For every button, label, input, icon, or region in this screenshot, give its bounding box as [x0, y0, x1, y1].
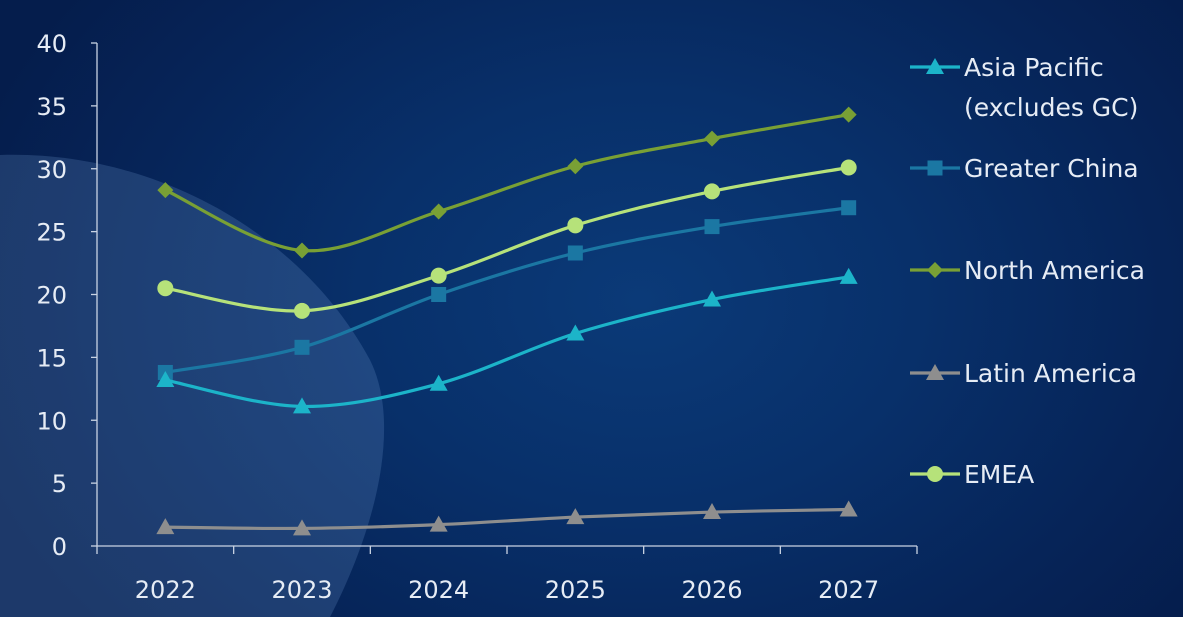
legend-marker-icon [926, 364, 944, 380]
data-point [293, 397, 311, 414]
legend-marker-icon [927, 160, 943, 176]
data-point [703, 503, 721, 520]
y-tick-label: 20 [36, 282, 67, 310]
legend-item: Asia Pacific (excludes GC) [910, 53, 1138, 122]
data-point [566, 324, 585, 341]
data-point [566, 508, 585, 525]
data-point [840, 106, 857, 123]
y-tick-label: 10 [36, 407, 67, 435]
series-asia-pacific-excludes-gc- [156, 267, 858, 414]
series-line [164, 113, 849, 253]
data-point [840, 159, 857, 176]
y-tick-label: 5 [52, 470, 67, 498]
x-tick-label: 2022 [135, 576, 196, 604]
x-tick-label: 2025 [545, 576, 606, 604]
data-point [429, 515, 448, 532]
data-point [157, 280, 174, 297]
data-point [430, 267, 447, 284]
legend-item: EMEA [910, 460, 1034, 489]
x-tick-label: 2026 [681, 576, 742, 604]
legend-marker-icon [926, 58, 944, 74]
data-point [431, 287, 447, 302]
data-point [430, 203, 447, 220]
data-point [429, 374, 448, 391]
x-tick-label: 2023 [271, 576, 332, 604]
data-point [157, 182, 174, 199]
legend-item: Greater China [910, 154, 1139, 183]
legend-marker-icon [927, 466, 943, 482]
y-tick-label: 15 [36, 344, 67, 372]
data-point [567, 217, 584, 234]
data-point [294, 339, 310, 355]
data-point [839, 500, 858, 517]
x-tick-label: 2027 [818, 576, 879, 604]
data-point [156, 371, 175, 388]
series-line [165, 275, 849, 409]
data-point [703, 290, 721, 307]
series-emea [157, 159, 857, 319]
x-tick-label: 2024 [408, 576, 469, 604]
y-tick-label: 25 [36, 219, 67, 247]
data-point [841, 200, 857, 216]
legend-label: (excludes GC) [964, 93, 1138, 122]
legend-label: North America [964, 256, 1145, 285]
series-greater-china [157, 200, 857, 380]
data-point [567, 158, 584, 175]
legend-label: EMEA [964, 460, 1034, 489]
data-point [567, 245, 583, 261]
data-point [704, 219, 720, 235]
data-point [704, 183, 720, 200]
legend-item: North America [910, 256, 1145, 285]
data-point [156, 518, 175, 535]
data-point [839, 267, 858, 284]
legend-label: Asia Pacific [964, 53, 1104, 82]
series-latin-america [156, 500, 858, 536]
y-tick-label: 40 [36, 30, 67, 58]
data-point [704, 130, 720, 147]
data-point [293, 519, 311, 536]
series-line [165, 165, 849, 313]
data-point [294, 242, 310, 259]
legend-label: Greater China [964, 154, 1139, 183]
series-north-america [157, 106, 857, 259]
series-line [165, 206, 849, 375]
y-tick-label: 30 [36, 156, 67, 184]
legend-marker-icon [927, 262, 943, 278]
series-line [165, 507, 849, 531]
y-tick-label: 35 [36, 93, 67, 121]
y-tick-label: 0 [52, 533, 67, 561]
data-point [294, 302, 310, 319]
legend-label: Latin America [964, 359, 1137, 388]
legend-item: Latin America [910, 359, 1137, 388]
